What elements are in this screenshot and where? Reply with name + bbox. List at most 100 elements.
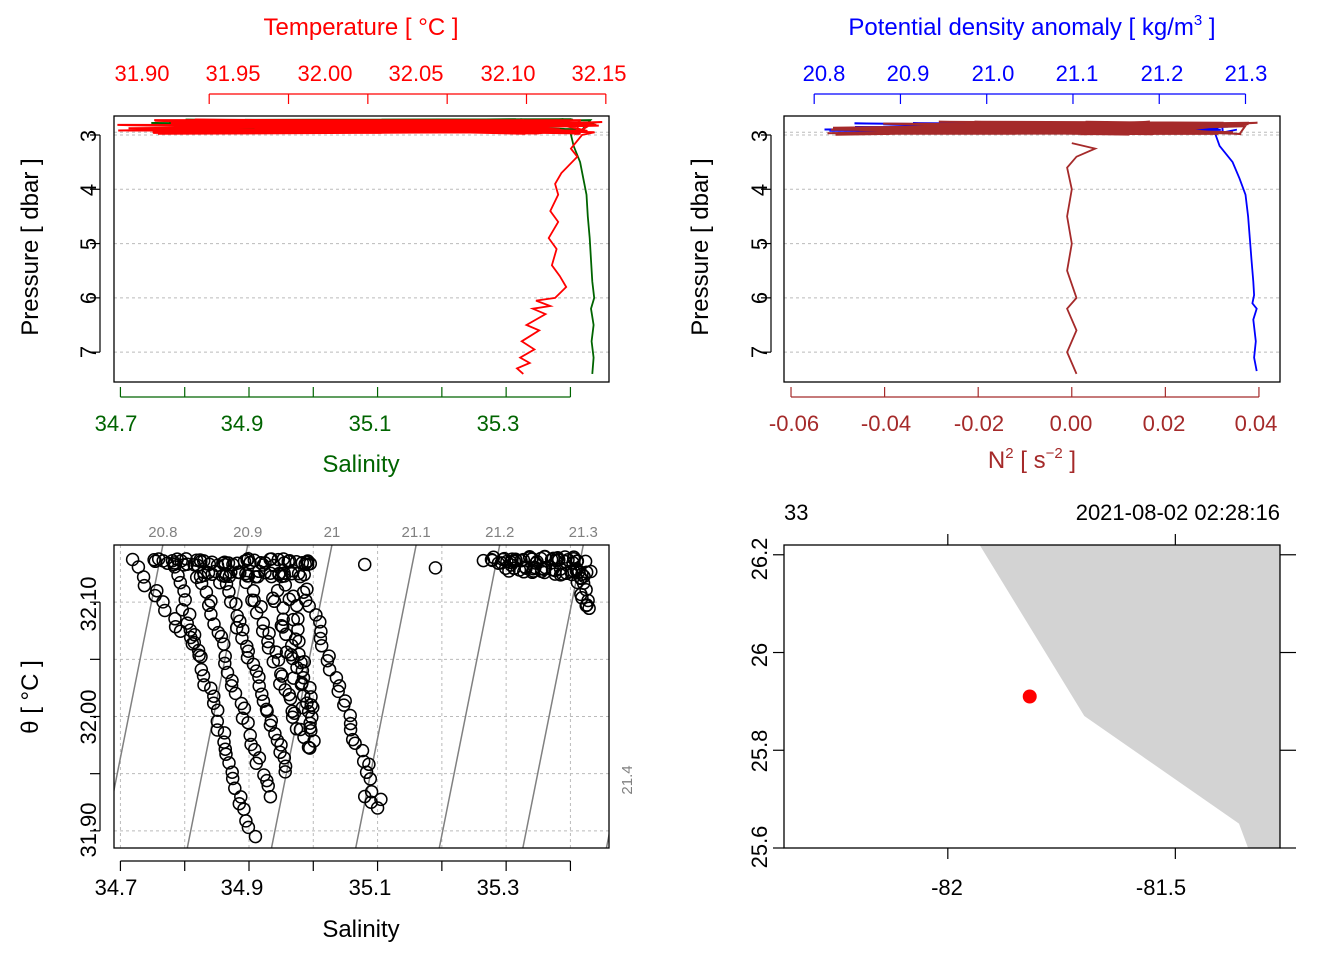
y-tick-label: 5 <box>747 238 772 250</box>
ts-point <box>204 607 218 622</box>
theta-tick-label: 32.10 <box>76 576 101 631</box>
density-tick-label: 21.3 <box>1225 61 1268 86</box>
ts-point <box>313 615 327 629</box>
ts-point <box>246 657 261 672</box>
longitude-tick-label: -82 <box>931 875 963 900</box>
density-axis-title: Potential density anomaly [ kg/m3 ] <box>848 12 1215 41</box>
y-tick-label: 6 <box>76 292 101 304</box>
temperature-tick-label: 31.90 <box>114 61 169 86</box>
isopycnal-label: 21.2 <box>485 524 514 541</box>
ts-point <box>219 747 233 761</box>
n2-tick-label: -0.06 <box>769 411 819 436</box>
ts-point <box>359 765 374 780</box>
ts-point <box>196 668 211 683</box>
ts-point <box>218 656 232 671</box>
salinity-tick-label: 34.7 <box>95 411 138 436</box>
salinity-tick-label: 34.9 <box>221 875 264 900</box>
ts-point <box>538 560 553 575</box>
ts-point <box>256 616 271 631</box>
n2-tick-label: -0.04 <box>861 411 911 436</box>
ts-point <box>292 634 306 649</box>
isopycnal-group <box>114 545 609 848</box>
ts-point <box>222 584 236 599</box>
ts-point <box>250 569 265 584</box>
station-time-label: 2021-08-02 02:28:16 <box>1076 500 1280 525</box>
y-tick-label: 7 <box>747 346 772 358</box>
ts-point <box>269 645 283 659</box>
temperature-tick-label: 32.00 <box>297 61 352 86</box>
n2-axis-title-exponent: 2 <box>1005 445 1013 462</box>
ts-point <box>278 759 293 773</box>
plot-frame <box>113 544 610 849</box>
ts-point <box>258 565 272 580</box>
ts-point <box>274 738 288 752</box>
ts-point <box>293 722 308 737</box>
isopycnal-line <box>522 545 585 848</box>
ts-point <box>263 718 278 732</box>
ts-point <box>579 598 593 613</box>
ts-point <box>584 564 598 579</box>
ts-point <box>357 557 372 572</box>
land-polygon <box>979 545 1280 848</box>
latitude-tick-label: 25.8 <box>747 730 772 773</box>
density-tick-label: 21.2 <box>1141 61 1184 86</box>
ts-point <box>214 629 229 644</box>
isopycnal-line <box>186 545 249 848</box>
ts-point <box>210 703 225 717</box>
ts-point <box>210 723 225 737</box>
plot-frame <box>113 115 610 383</box>
latitude-tick-label: 26 <box>747 643 772 667</box>
ts-point <box>303 716 317 730</box>
ts-point <box>374 792 388 807</box>
ts-point <box>348 736 362 750</box>
isopycnal-label: 21.3 <box>569 524 598 541</box>
ts-points <box>125 549 598 844</box>
y-tick-label: 7 <box>76 346 101 358</box>
ts-point <box>294 655 308 670</box>
ts-point <box>261 641 276 655</box>
salinity-tick-label: 34.9 <box>221 411 264 436</box>
ts-point <box>205 567 219 582</box>
isopycnal-line <box>438 545 501 848</box>
ts-point <box>158 603 172 618</box>
ts-point <box>147 553 161 567</box>
isopycnal-label: 20.9 <box>233 524 262 541</box>
ts-point <box>296 670 311 685</box>
ts-point <box>262 626 276 640</box>
ts-point <box>291 566 306 581</box>
ts-point <box>300 555 314 569</box>
n2-tick-label: 0.00 <box>1050 411 1093 436</box>
ts-point <box>236 622 250 637</box>
latitude-tick-label: 26.2 <box>747 538 772 581</box>
isopycnal-label: 21.4 <box>619 765 636 794</box>
ts-point <box>343 722 358 737</box>
plot-frame <box>783 544 1281 849</box>
ts-point <box>225 771 240 786</box>
density-tick-label: 20.8 <box>803 61 846 86</box>
ts-point <box>255 687 269 701</box>
n2-tick-label: 0.04 <box>1235 411 1278 436</box>
ts-point <box>304 690 318 704</box>
ts-point <box>260 773 274 788</box>
ts-diagram-ylabel: θ [ °C ] <box>17 660 44 734</box>
ts-point <box>171 568 185 583</box>
ts-point <box>249 756 264 771</box>
n2-axis-title: N2 [ s−2 ] <box>988 445 1076 474</box>
density-tick-label: 21.1 <box>1056 61 1099 86</box>
ts-point <box>337 698 351 712</box>
y-tick-label: 4 <box>76 184 101 196</box>
density-profile-panel: Potential density anomaly [ kg/m3 ] N2 [… <box>687 12 1281 474</box>
ts-point <box>274 667 288 681</box>
ts-point <box>210 714 225 729</box>
ts-point <box>167 556 182 570</box>
n2-axis-title-bracket: ] <box>1063 447 1076 474</box>
n2-surface-trace <box>827 120 1258 136</box>
ts-point <box>234 790 248 804</box>
ts-point <box>267 594 282 609</box>
ts-point <box>567 550 581 564</box>
ts-point <box>575 591 589 605</box>
station-marker <box>1022 689 1037 704</box>
salinity-profile-line <box>569 132 596 374</box>
ts-point <box>357 789 372 804</box>
isopycnal-label: 21 <box>324 524 341 541</box>
